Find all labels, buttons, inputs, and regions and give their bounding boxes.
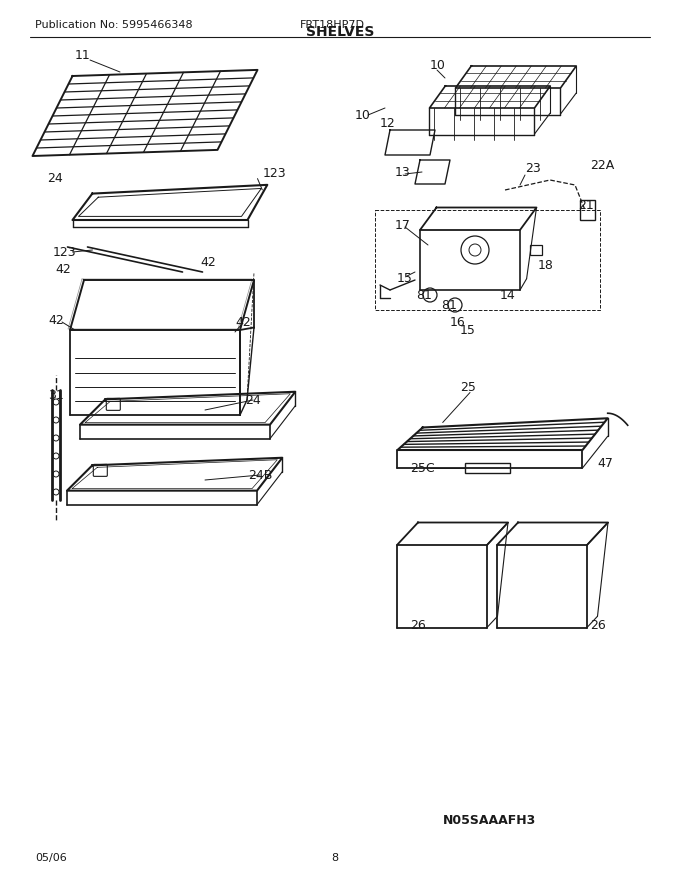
Text: 14: 14 xyxy=(500,289,515,302)
Text: 25: 25 xyxy=(460,381,476,394)
Text: 42: 42 xyxy=(48,313,64,326)
Text: 11: 11 xyxy=(75,48,90,62)
Text: 81: 81 xyxy=(416,289,432,302)
Text: 123: 123 xyxy=(52,246,76,259)
Text: 24: 24 xyxy=(245,393,260,407)
Bar xyxy=(530,245,542,255)
Text: 10: 10 xyxy=(355,108,371,121)
Text: 22A: 22A xyxy=(590,158,614,172)
Text: 8: 8 xyxy=(331,853,339,863)
Text: 24B: 24B xyxy=(248,468,273,481)
Text: 47: 47 xyxy=(598,457,613,470)
Text: 25C: 25C xyxy=(410,461,435,474)
Text: N05SAAAFH3: N05SAAAFH3 xyxy=(443,813,537,826)
Bar xyxy=(465,463,510,473)
Text: 42: 42 xyxy=(56,262,71,275)
Text: 18: 18 xyxy=(538,259,554,272)
Text: 15: 15 xyxy=(460,324,476,336)
Text: 10: 10 xyxy=(430,58,446,71)
Text: 42: 42 xyxy=(235,316,251,328)
Text: 13: 13 xyxy=(395,165,411,179)
Text: 31: 31 xyxy=(48,388,64,401)
Text: FRT18HP7D: FRT18HP7D xyxy=(300,20,365,30)
Text: 17: 17 xyxy=(395,218,411,231)
Text: 05/06: 05/06 xyxy=(35,853,67,863)
Text: 42: 42 xyxy=(200,255,216,268)
Text: SHELVES: SHELVES xyxy=(306,25,374,39)
Text: 15: 15 xyxy=(397,272,413,284)
Text: 12: 12 xyxy=(380,116,396,129)
Text: 123: 123 xyxy=(262,167,286,180)
Text: 81: 81 xyxy=(441,298,457,312)
Text: 24: 24 xyxy=(48,172,63,185)
Text: 21: 21 xyxy=(578,199,594,211)
Text: 26: 26 xyxy=(590,619,606,632)
Text: 26: 26 xyxy=(410,619,426,632)
Bar xyxy=(580,200,595,220)
Text: 16: 16 xyxy=(450,316,466,328)
Text: 23: 23 xyxy=(525,162,541,174)
Text: Publication No: 5995466348: Publication No: 5995466348 xyxy=(35,20,192,30)
